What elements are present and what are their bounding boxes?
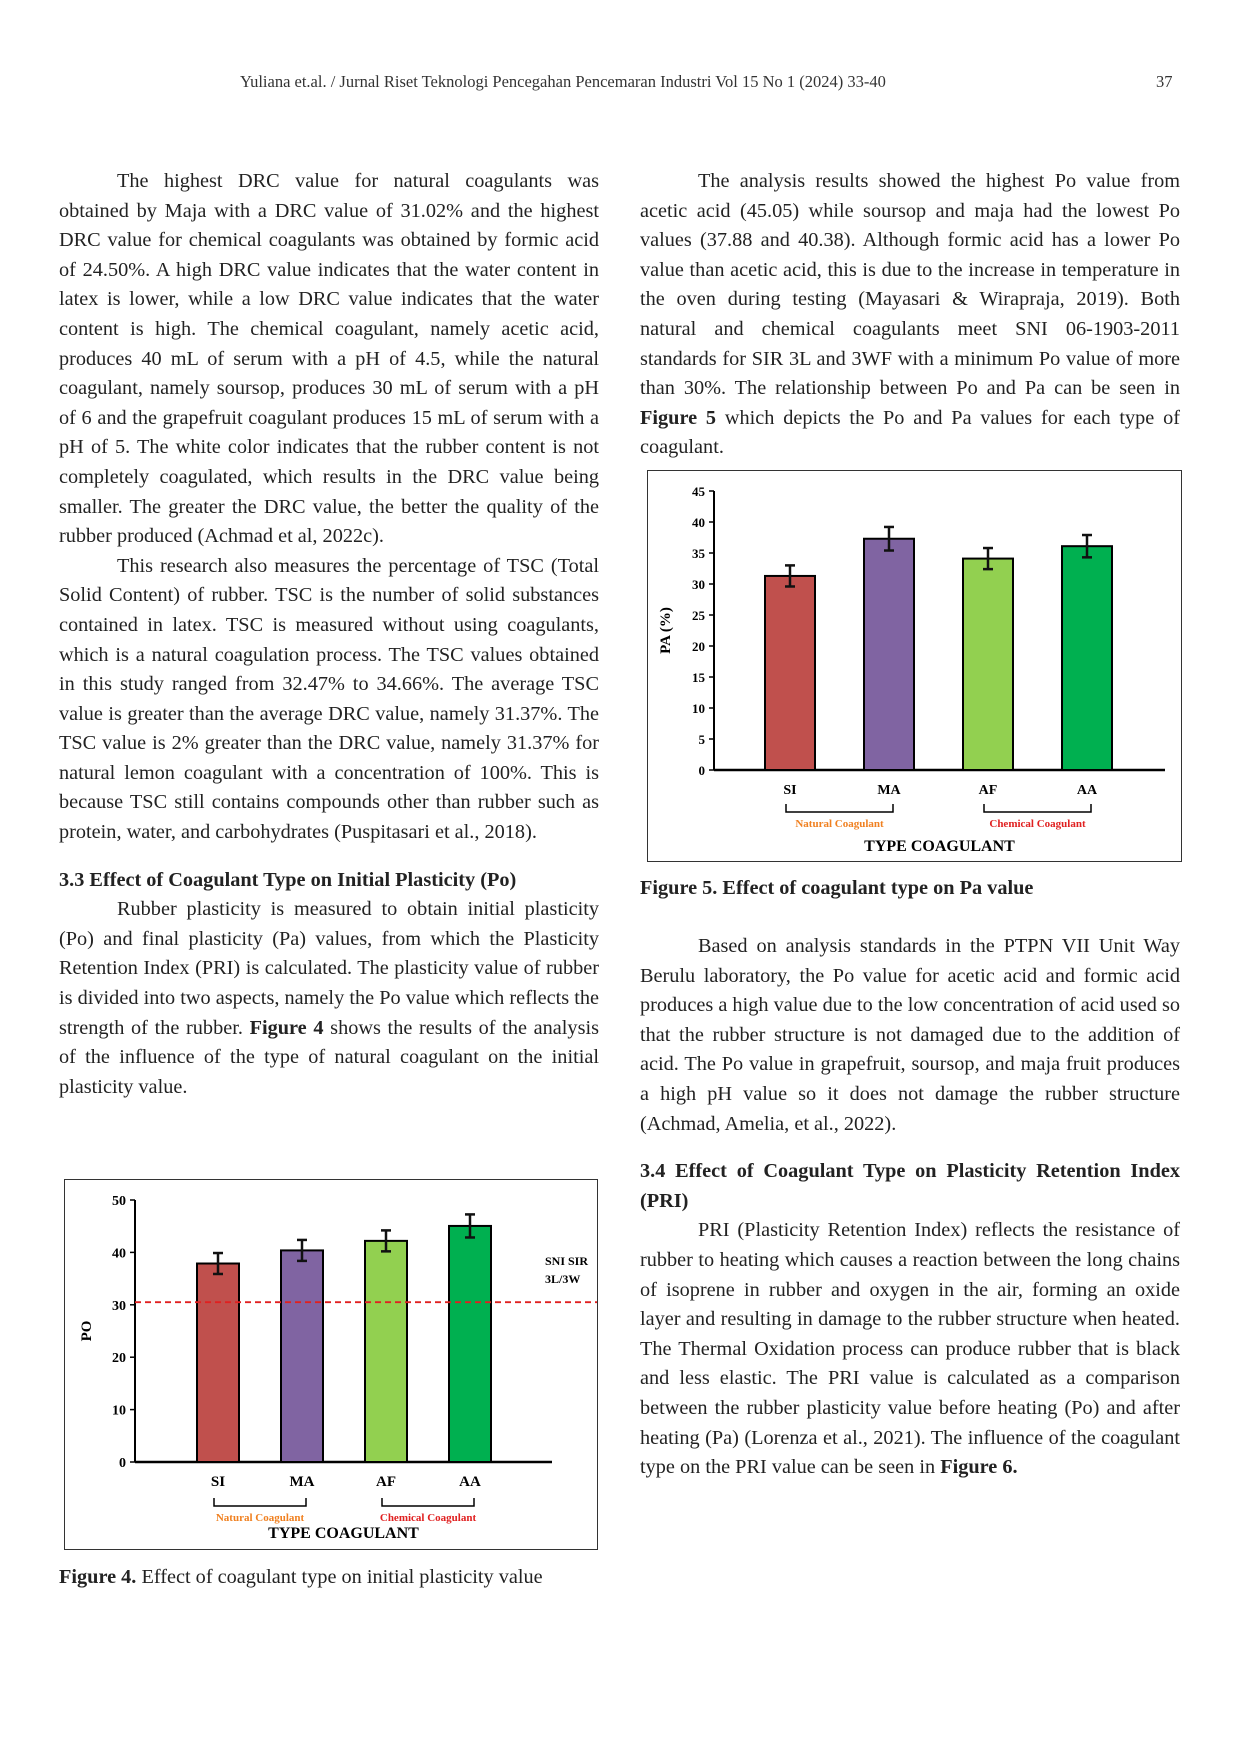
group-bracket bbox=[213, 1498, 307, 1507]
x-axis-label: TYPE COAGULANT bbox=[268, 1525, 419, 1542]
paragraph: The highest DRC value for natural coagul… bbox=[59, 170, 599, 548]
y-tick-label: 15 bbox=[692, 670, 706, 685]
running-title: Yuliana et.al. / Jurnal Riset Teknologi … bbox=[240, 72, 886, 91]
figure-4-caption: Figure 4. Effect of coagulant type on in… bbox=[59, 1566, 543, 1589]
y-tick-label: 0 bbox=[119, 1456, 126, 1471]
group-bracket bbox=[381, 1498, 475, 1507]
group-bracket bbox=[983, 804, 1092, 813]
bar bbox=[448, 1224, 492, 1463]
y-axis-label: PO bbox=[79, 1321, 95, 1342]
section-heading: 3.4 Effect of Coagulant Type on Plastici… bbox=[640, 1160, 1180, 1212]
figure-ref: Figure 6. bbox=[940, 1456, 1018, 1479]
y-tick-label: 25 bbox=[692, 608, 706, 623]
group-label: Natural Coagulant bbox=[795, 818, 884, 830]
section-heading: 3.3 Effect of Coagulant Type on Initial … bbox=[59, 868, 517, 891]
y-tick-label: 40 bbox=[692, 515, 705, 530]
y-axis-label: PA (%) bbox=[658, 607, 674, 654]
y-tick-label: 10 bbox=[692, 701, 705, 716]
y-tick-label: 30 bbox=[112, 1299, 126, 1314]
x-tick-label: AA bbox=[459, 1474, 481, 1490]
text: shows the results of the analysis of the… bbox=[59, 1016, 599, 1098]
figure-5-caption: Figure 5. Effect of coagulant type on Pa… bbox=[640, 877, 1034, 899]
y-tick-label: 35 bbox=[692, 546, 706, 561]
caption-label: Figure 4. bbox=[59, 1566, 137, 1588]
y-tick-label: 20 bbox=[112, 1351, 126, 1366]
x-tick-label: AF bbox=[979, 783, 998, 798]
group-label: Chemical Coagulant bbox=[380, 1512, 477, 1524]
group-bracket bbox=[785, 804, 894, 813]
x-tick-label: MA bbox=[290, 1474, 315, 1490]
y-tick-label: 50 bbox=[112, 1194, 126, 1209]
y-tick-label: 45 bbox=[692, 484, 706, 499]
text: PRI (Plasticity Retention Index) reflect… bbox=[640, 1219, 1180, 1479]
paragraph: The analysis results showed the highest … bbox=[640, 167, 1180, 463]
text: which depicts the Po and Pa values for e… bbox=[640, 406, 1181, 459]
bar bbox=[196, 1262, 240, 1463]
right-column-bottom: Based on analysis standards in the PTPN … bbox=[640, 932, 1180, 1483]
group-label: Chemical Coagulant bbox=[989, 818, 1086, 830]
bar bbox=[1061, 545, 1113, 772]
bar bbox=[364, 1239, 408, 1464]
right-column-top: The analysis results showed the highest … bbox=[640, 167, 1180, 463]
x-axis-label: TYPE COAGULANT bbox=[864, 838, 1015, 855]
page-number: 37 bbox=[1156, 72, 1173, 91]
paragraph: Rubber plasticity is measured to obtain … bbox=[59, 895, 599, 1102]
figure-5-chart: 0 5 10 15 20 25 30 35 40 45 SI MA AF AA Natural Coagul… bbox=[658, 484, 1165, 855]
figure-ref: Figure 4 bbox=[249, 1016, 324, 1039]
bar bbox=[764, 574, 816, 771]
figure-ref: Figure 5 bbox=[640, 406, 717, 429]
text: The analysis results showed the highest … bbox=[640, 170, 1180, 400]
y-tick-label: 10 bbox=[112, 1404, 126, 1419]
bar bbox=[962, 557, 1014, 771]
bar bbox=[280, 1249, 324, 1463]
reference-label: SNI SIR bbox=[545, 1254, 588, 1268]
y-tick-label: 5 bbox=[699, 732, 706, 747]
group-label: Natural Coagulant bbox=[216, 1512, 305, 1524]
reference-label: 3L/3W bbox=[545, 1272, 580, 1286]
y-tick-label: 30 bbox=[692, 577, 705, 592]
figure-4: 0 10 20 30 40 50 SI MA AF AA Natural Coagulant Chem… bbox=[64, 1179, 598, 1550]
figure-5: 0 5 10 15 20 25 30 35 40 45 SI MA AF AA Natural Coagul… bbox=[647, 470, 1182, 862]
paragraph: PRI (Plasticity Retention Index) reflect… bbox=[640, 1216, 1180, 1482]
x-tick-label: AA bbox=[1077, 783, 1098, 798]
y-tick-label: 0 bbox=[699, 763, 706, 778]
x-tick-label: SI bbox=[783, 783, 796, 798]
x-tick-label: AF bbox=[376, 1474, 396, 1490]
paragraph: Based on analysis standards in the PTPN … bbox=[640, 935, 1180, 1135]
left-column: The highest DRC value for natural coagul… bbox=[59, 167, 599, 1102]
figure-4-chart: 0 10 20 30 40 50 SI MA AF AA Natural Coagulant Chem… bbox=[79, 1194, 597, 1542]
paragraph: This research also measures the percenta… bbox=[59, 554, 599, 844]
x-tick-label: MA bbox=[877, 783, 901, 798]
y-tick-label: 20 bbox=[692, 639, 705, 654]
bar bbox=[863, 537, 915, 771]
caption-text: Effect of coagulant type on initial plas… bbox=[136, 1566, 543, 1588]
x-tick-label: SI bbox=[211, 1474, 225, 1490]
text: Rubber plasticity is measured to obtain … bbox=[59, 898, 599, 1039]
y-tick-label: 40 bbox=[112, 1246, 126, 1261]
